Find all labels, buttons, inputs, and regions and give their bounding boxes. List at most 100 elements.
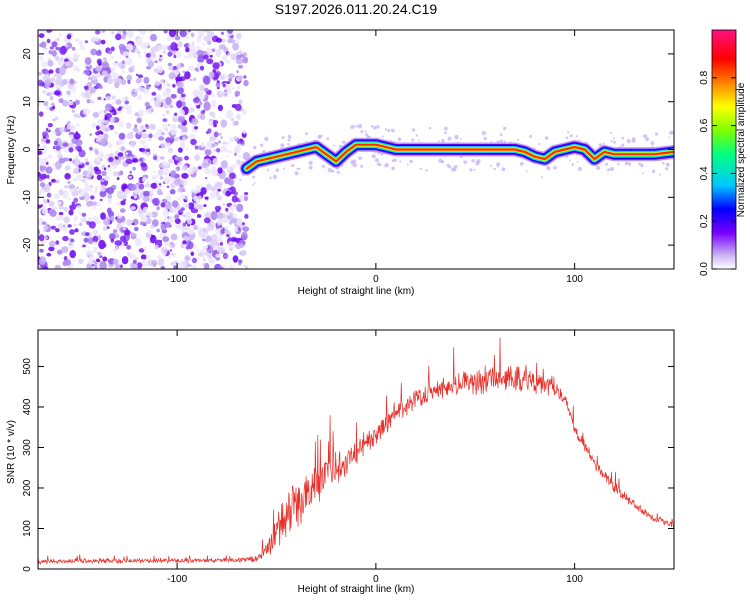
noise-speckle xyxy=(43,100,49,107)
ridge-speckle xyxy=(381,135,384,138)
noise-speckle xyxy=(92,36,100,42)
noise-speckle xyxy=(120,200,126,206)
noise-speckle xyxy=(175,76,183,82)
noise-speckle xyxy=(241,222,245,226)
noise-speckle xyxy=(68,134,75,139)
noise-speckle xyxy=(174,177,182,187)
noise-speckle xyxy=(68,242,72,246)
noise-speckle xyxy=(197,190,200,193)
noise-speckle xyxy=(50,102,55,107)
noise-speckle xyxy=(150,46,158,53)
noise-speckle xyxy=(46,252,52,257)
noise-speckle xyxy=(209,239,216,247)
noise-speckle xyxy=(121,60,125,65)
noise-speckle xyxy=(85,232,90,237)
noise-speckle xyxy=(237,86,241,90)
noise-speckle xyxy=(193,52,198,59)
noise-speckle xyxy=(100,212,106,220)
noise-speckle xyxy=(40,41,47,48)
snr-ylabel: SNR (10 * v/v) xyxy=(6,420,17,484)
ridge-speckle xyxy=(412,128,416,132)
ridge-speckle xyxy=(294,171,299,176)
noise-speckle xyxy=(239,178,242,182)
noise-speckle xyxy=(38,234,45,242)
noise-speckle xyxy=(62,235,69,242)
noise-speckle xyxy=(162,167,170,176)
noise-speckle xyxy=(124,100,130,105)
snr-panel: -100 0 100 0 100 200 300 400 500 Height of strai… xyxy=(6,329,675,595)
noise-speckle xyxy=(53,90,61,96)
noise-speckle xyxy=(38,102,42,107)
noise-speckle xyxy=(92,260,97,263)
noise-speckle xyxy=(229,218,237,224)
noise-speckle xyxy=(191,264,197,269)
noise-speckle xyxy=(244,214,249,219)
noise-speckle xyxy=(196,49,204,57)
noise-speckle xyxy=(220,119,228,128)
noise-speckle xyxy=(184,197,188,201)
noise-speckle xyxy=(236,203,244,213)
noise-speckle xyxy=(105,103,113,112)
noise-speckle xyxy=(64,44,69,48)
noise-speckle xyxy=(241,231,248,240)
noise-speckle xyxy=(108,156,114,162)
noise-speckle xyxy=(146,229,151,233)
noise-speckle xyxy=(75,145,82,151)
noise-speckle xyxy=(231,195,238,203)
noise-speckle xyxy=(75,123,80,127)
noise-speckle xyxy=(233,136,238,141)
noise-speckle xyxy=(82,71,86,75)
noise-speckle xyxy=(181,101,186,107)
noise-speckle xyxy=(226,149,230,153)
noise-speckle xyxy=(161,79,164,82)
noise-speckle xyxy=(242,129,247,134)
ridge-speckle xyxy=(529,134,533,138)
noise-speckle xyxy=(101,170,107,177)
noise-speckle xyxy=(140,254,147,260)
ridge-speckle xyxy=(425,169,428,172)
noise-speckle xyxy=(89,133,92,137)
noise-speckle xyxy=(49,91,55,96)
noise-speckle xyxy=(55,228,60,233)
noise-speckle xyxy=(121,221,127,225)
noise-speckle xyxy=(204,196,209,200)
noise-speckle xyxy=(206,47,213,54)
noise-speckle xyxy=(67,197,71,201)
noise-speckle xyxy=(134,238,142,247)
noise-speckle xyxy=(51,50,57,57)
noise-speckle xyxy=(219,75,225,81)
noise-speckle xyxy=(234,103,242,111)
noise-speckle xyxy=(177,41,183,48)
noise-speckle xyxy=(78,40,84,47)
ridge-speckle xyxy=(496,165,500,168)
noise-speckle xyxy=(197,195,202,201)
noise-speckle xyxy=(189,133,196,141)
noise-speckle xyxy=(112,79,116,82)
noise-speckle xyxy=(116,177,120,181)
noise-speckle xyxy=(59,46,67,55)
noise-speckle xyxy=(76,186,79,189)
ridge-speckle xyxy=(287,134,292,139)
noise-speckle xyxy=(99,123,106,131)
ridge-speckle xyxy=(607,168,610,172)
noise-speckle xyxy=(222,203,225,206)
noise-speckle xyxy=(158,183,162,186)
noise-speckle xyxy=(41,208,49,215)
ridge-speckle xyxy=(627,162,632,166)
noise-speckle xyxy=(178,147,183,153)
noise-speckle xyxy=(240,249,247,256)
noise-speckle xyxy=(160,202,166,208)
noise-speckle xyxy=(99,85,103,89)
noise-speckle xyxy=(116,201,120,206)
noise-speckle xyxy=(70,85,77,93)
noise-speckle xyxy=(220,136,223,140)
noise-speckle xyxy=(177,197,182,201)
noise-speckle xyxy=(230,53,237,61)
figure-title: S197.2026.011.20.24.C19 xyxy=(275,1,438,17)
ridge-speckle xyxy=(305,132,308,136)
noise-speckle xyxy=(51,41,58,48)
noise-speckle xyxy=(53,73,60,78)
noise-speckle xyxy=(137,130,142,135)
noise-speckle xyxy=(224,89,227,93)
